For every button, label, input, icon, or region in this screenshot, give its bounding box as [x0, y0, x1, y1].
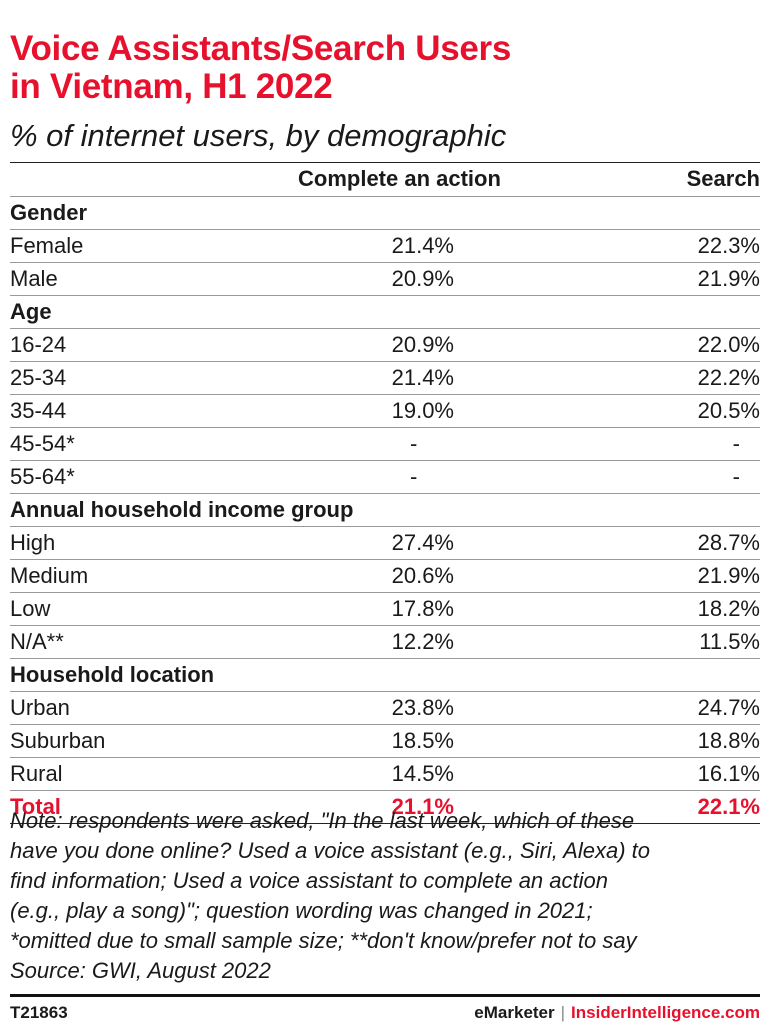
cell-search: 21.9%	[697, 563, 760, 588]
cell-search: 22.2%	[697, 365, 760, 390]
table-row: 16-24 20.9% 22.0%	[10, 329, 760, 362]
brand-insider-intelligence: InsiderIntelligence.com	[571, 1003, 760, 1022]
table-row: 55-64* - -	[10, 461, 760, 494]
cell-complete-an-action: 21.4%	[391, 365, 454, 390]
cell-search: 21.9%	[697, 266, 760, 291]
row-label: Male	[10, 266, 58, 291]
cell-complete-an-action: -	[410, 464, 418, 489]
section-header-row: Household location	[10, 659, 760, 692]
chart-id: T21863	[10, 1003, 68, 1022]
cell-complete-an-action: 17.8%	[391, 596, 454, 621]
section-label: Gender	[10, 200, 88, 225]
table-row: Rural 14.5% 16.1%	[10, 758, 760, 791]
title-line-1: Voice Assistants/Search Users	[10, 29, 512, 68]
note-line-4: (e.g., play a song)"; question wording w…	[10, 898, 593, 923]
cell-search: 22.1%	[697, 794, 760, 819]
row-label: Low	[10, 596, 51, 621]
row-label: 16-24	[10, 332, 67, 357]
section-label: Age	[10, 299, 52, 324]
table-header-row: Complete an action Search	[10, 163, 760, 197]
section-label: Annual household income group	[10, 497, 354, 522]
cell-complete-an-action: 20.9%	[391, 332, 454, 357]
cell-search: 20.5%	[697, 398, 760, 423]
row-label: Medium	[10, 563, 89, 588]
cell-search: 28.7%	[697, 530, 760, 555]
section-header-row: Gender	[10, 197, 760, 230]
column-header-search: Search	[686, 166, 760, 191]
cell-search: 16.1%	[697, 761, 760, 786]
row-label: N/A**	[10, 629, 64, 654]
cell-complete-an-action: 18.5%	[391, 728, 454, 753]
chart-container: Voice Assistants/Search Users in Vietnam…	[10, 0, 760, 1022]
row-label: High	[10, 530, 56, 555]
row-label: Rural	[10, 761, 63, 786]
cell-search: 11.5%	[699, 629, 760, 654]
table-row: Medium 20.6% 21.9%	[10, 560, 760, 593]
cell-complete-an-action: 23.8%	[391, 695, 454, 720]
row-label: Urban	[10, 695, 70, 720]
brand-separator: |	[560, 1003, 566, 1022]
table-row: 45-54* - -	[10, 428, 760, 461]
row-label: Female	[10, 233, 84, 258]
table-row: Urban 23.8% 24.7%	[10, 692, 760, 725]
footer: T21863 eMarketer | InsiderIntelligence.com	[10, 994, 760, 1027]
cell-search: 22.3%	[697, 233, 760, 258]
cell-search: 24.7%	[697, 695, 760, 720]
row-label: 55-64*	[10, 464, 75, 489]
note-line-3: find information; Used a voice assistant…	[10, 868, 608, 893]
column-header-complete: Complete an action	[298, 166, 501, 191]
table-row: N/A** 12.2% 11.5%	[10, 626, 760, 659]
row-label: 25-34	[10, 365, 67, 390]
row-label: 35-44	[10, 398, 67, 423]
data-table: Complete an action Search Gender Female 21…	[10, 162, 760, 824]
cell-complete-an-action: 12.2%	[391, 629, 454, 654]
table-row: Female 21.4% 22.3%	[10, 230, 760, 263]
note-line-1: Note: respondents were asked, "In the la…	[10, 808, 635, 833]
section-header-row: Age	[10, 296, 760, 329]
footnote: Note: respondents were asked, "In the la…	[10, 806, 760, 986]
cell-search: 22.0%	[697, 332, 760, 357]
total-row: Total 21.1% 22.1%	[10, 791, 760, 824]
cell-complete-an-action: 20.6%	[391, 563, 454, 588]
cell-complete-an-action: 20.9%	[391, 266, 454, 291]
cell-complete-an-action: 14.5%	[391, 761, 454, 786]
table-row: High 27.4% 28.7%	[10, 527, 760, 560]
table-row: Low 17.8% 18.2%	[10, 593, 760, 626]
note-line-2: have you done online? Used a voice assis…	[10, 838, 650, 863]
source-line: Source: GWI, August 2022	[10, 958, 271, 983]
chart-title: Voice Assistants/Search Users in Vietnam…	[10, 30, 760, 106]
section-label: Household location	[10, 662, 215, 687]
cell-search: -	[732, 464, 740, 489]
title-line-2: in Vietnam, H1 2022	[10, 67, 333, 106]
row-label: 45-54*	[10, 431, 75, 456]
row-label: Suburban	[10, 728, 106, 753]
row-label: Total	[10, 794, 61, 819]
cell-complete-an-action: -	[410, 431, 418, 456]
table-row: 35-44 19.0% 20.5%	[10, 395, 760, 428]
chart-subtitle: % of internet users, by demographic	[10, 118, 507, 153]
brand-emarketer: eMarketer	[474, 1003, 555, 1022]
table-row: Male 20.9% 21.9%	[10, 263, 760, 296]
cell-complete-an-action: 21.4%	[391, 233, 454, 258]
cell-search: 18.8%	[697, 728, 760, 753]
table-row: Suburban 18.5% 18.8%	[10, 725, 760, 758]
cell-complete-an-action: 21.1%	[391, 794, 454, 819]
cell-search: -	[732, 431, 740, 456]
section-header-row: Annual household income group	[10, 494, 760, 527]
brand-credit: eMarketer | InsiderIntelligence.com	[474, 999, 760, 1027]
cell-complete-an-action: 19.0%	[391, 398, 454, 423]
note-line-5: *omitted due to small sample size; **don…	[10, 928, 637, 953]
table-row: 25-34 21.4% 22.2%	[10, 362, 760, 395]
cell-search: 18.2%	[697, 596, 760, 621]
cell-complete-an-action: 27.4%	[391, 530, 454, 555]
